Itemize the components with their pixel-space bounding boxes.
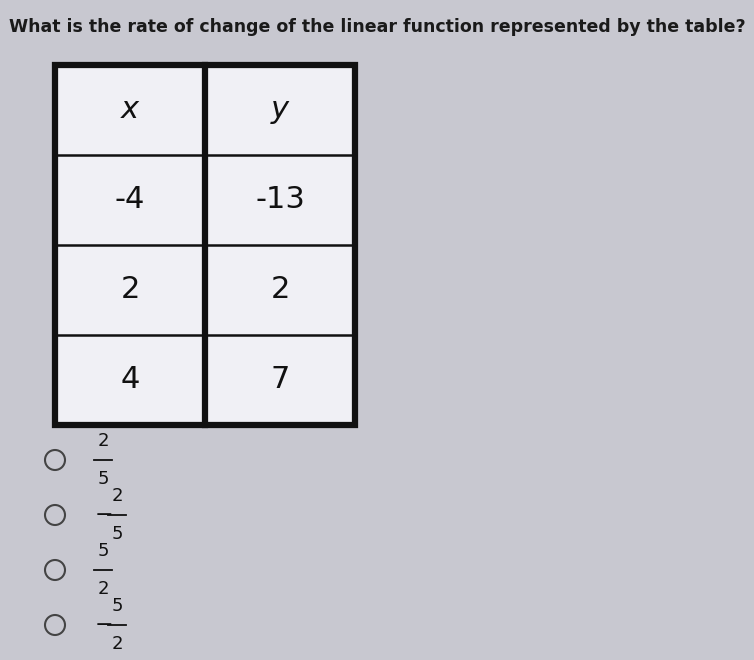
Text: 5: 5 bbox=[97, 542, 109, 560]
Text: −: − bbox=[95, 615, 114, 635]
Bar bbox=[55, 335, 205, 425]
Text: -13: -13 bbox=[255, 185, 305, 214]
Text: 4: 4 bbox=[121, 366, 139, 395]
Bar bbox=[205, 65, 355, 155]
Text: 5: 5 bbox=[112, 525, 123, 543]
Text: 2: 2 bbox=[112, 635, 123, 653]
Bar bbox=[205, 335, 355, 425]
Text: 5: 5 bbox=[97, 470, 109, 488]
Text: 2: 2 bbox=[271, 275, 290, 304]
Bar bbox=[55, 65, 355, 425]
Text: 2: 2 bbox=[112, 487, 123, 505]
Text: x: x bbox=[121, 96, 139, 125]
Bar bbox=[55, 155, 205, 245]
Text: 2: 2 bbox=[121, 275, 139, 304]
Text: y: y bbox=[271, 96, 289, 125]
Text: 5: 5 bbox=[112, 597, 123, 615]
Text: 2: 2 bbox=[97, 580, 109, 598]
Text: 2: 2 bbox=[97, 432, 109, 450]
Bar bbox=[205, 155, 355, 245]
Text: 7: 7 bbox=[271, 366, 290, 395]
Text: -4: -4 bbox=[115, 185, 146, 214]
Bar bbox=[55, 65, 205, 155]
Text: What is the rate of change of the linear function represented by the table?: What is the rate of change of the linear… bbox=[9, 18, 745, 36]
Text: −: − bbox=[95, 505, 114, 525]
Bar bbox=[205, 245, 355, 335]
Bar bbox=[55, 245, 205, 335]
